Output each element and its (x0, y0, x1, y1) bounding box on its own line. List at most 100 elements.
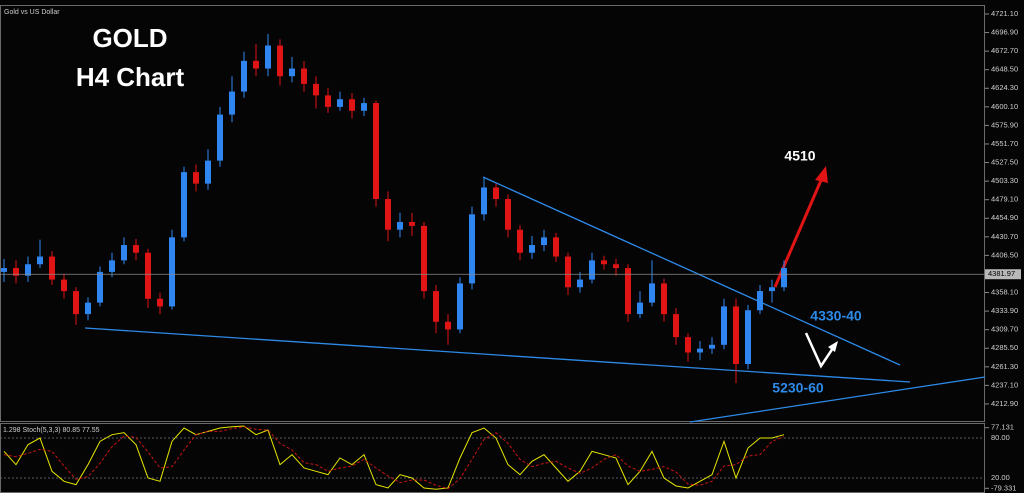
candle-body (673, 314, 679, 338)
chart-subtitle: H4 Chart (76, 62, 185, 92)
candle-body (637, 302, 643, 315)
candle-body (661, 283, 667, 315)
y-tick-label: 4503.30 (991, 176, 1018, 185)
candle-body (217, 114, 223, 161)
y-tick-label: 80.00 (991, 433, 1010, 442)
candle-body (781, 268, 787, 288)
y-tick-label: 4212.90 (991, 399, 1018, 408)
candle-body (325, 95, 331, 107)
candle-body (73, 291, 79, 315)
y-tick-label: 4575.90 (991, 120, 1018, 129)
candle-body (457, 283, 463, 330)
candle-body (301, 68, 307, 84)
candle-body (745, 310, 751, 364)
candle-body (397, 222, 403, 230)
candle-body (265, 45, 271, 69)
candle-body (181, 172, 187, 238)
candle-body (769, 287, 775, 292)
candle-body (361, 103, 367, 111)
candle-body (205, 160, 211, 184)
candle-body (13, 268, 19, 276)
y-tick-label: 4430.70 (991, 232, 1018, 241)
candle-body (709, 344, 715, 349)
candle-body (541, 237, 547, 246)
candle-body (697, 348, 703, 353)
candle-body (733, 306, 739, 364)
y-tick-label: 4551.70 (991, 139, 1018, 148)
candle-body (505, 198, 511, 230)
candle-body (337, 99, 343, 107)
candle-body (469, 214, 475, 284)
candle-body (37, 256, 43, 265)
candle-body (229, 91, 235, 115)
candle-body (721, 306, 727, 345)
candle-body (169, 237, 175, 307)
rising-line (689, 376, 986, 423)
candle-body (529, 245, 535, 253)
candle-body (685, 337, 691, 353)
candle-body (85, 302, 91, 315)
candle-body (625, 268, 631, 315)
y-tick-label: 4600.10 (991, 102, 1018, 111)
candle-body (1, 268, 7, 272)
candle-body (577, 279, 583, 288)
red-arrow-head (815, 166, 828, 183)
symbol: Gold vs US Dollar (4, 9, 60, 16)
candle-body (493, 187, 499, 199)
candle-body (553, 237, 559, 257)
white-arrow-head (828, 341, 838, 352)
candle-body (277, 45, 283, 77)
candle-body (757, 291, 763, 311)
candle-body (109, 260, 115, 272)
candle-body (121, 245, 127, 261)
y-tick-label: 4261.30 (991, 362, 1018, 371)
candle-body (313, 83, 319, 96)
indicator-title: 1.298 Stoch(5,3,3) 80.85 77.55 (3, 427, 100, 434)
candle-body (25, 264, 31, 276)
candle-body (49, 256, 55, 280)
resistance-line (482, 176, 901, 366)
y-tick-label: 4672.70 (991, 46, 1018, 55)
candle-body (145, 252, 151, 299)
y-tick-label: 4406.50 (991, 250, 1018, 259)
candle-body (97, 271, 103, 303)
candle-body (649, 283, 655, 303)
candle-body (373, 103, 379, 199)
annotation: 4510 (784, 148, 815, 164)
chart-title: GOLD (92, 23, 167, 53)
candle-body (589, 260, 595, 280)
candle-body (157, 298, 163, 307)
y-tick-label: 4479.10 (991, 195, 1018, 204)
y-tick-label: 4527.50 (991, 158, 1018, 167)
y-tick-label: 4333.90 (991, 306, 1018, 315)
candle-body (349, 99, 355, 111)
candle-body (445, 321, 451, 330)
white-arrow (804, 332, 835, 369)
annotation: 5230-60 (772, 380, 824, 396)
candle-body (193, 172, 199, 184)
y-tick-label: 4454.90 (991, 213, 1018, 222)
candle-body (433, 291, 439, 322)
stoch-line (3, 426, 785, 490)
y-tick-label: 4309.70 (991, 325, 1018, 334)
stoch-line (3, 425, 785, 490)
y-tick-label: 4624.30 (991, 83, 1018, 92)
candle-body (289, 68, 295, 77)
y2-tick-label: 77.131 (991, 423, 1014, 432)
candle-body (601, 260, 607, 265)
main-frame (0, 5, 985, 422)
y-tick-label: 4696.90 (991, 28, 1018, 37)
y-tick-label: 4721.10 (991, 9, 1018, 18)
candle-body (385, 198, 391, 230)
candle-body (133, 245, 139, 253)
y-tick-label: 4648.50 (991, 65, 1018, 74)
annotation: 4330-40 (810, 308, 862, 324)
candle-body (481, 187, 487, 215)
current-price-box (985, 269, 1021, 280)
candle-body (565, 256, 571, 288)
candle-body (421, 225, 427, 292)
candle-body (241, 60, 247, 92)
y-tick-label: 4285.50 (991, 343, 1018, 352)
candle-body (253, 60, 259, 69)
